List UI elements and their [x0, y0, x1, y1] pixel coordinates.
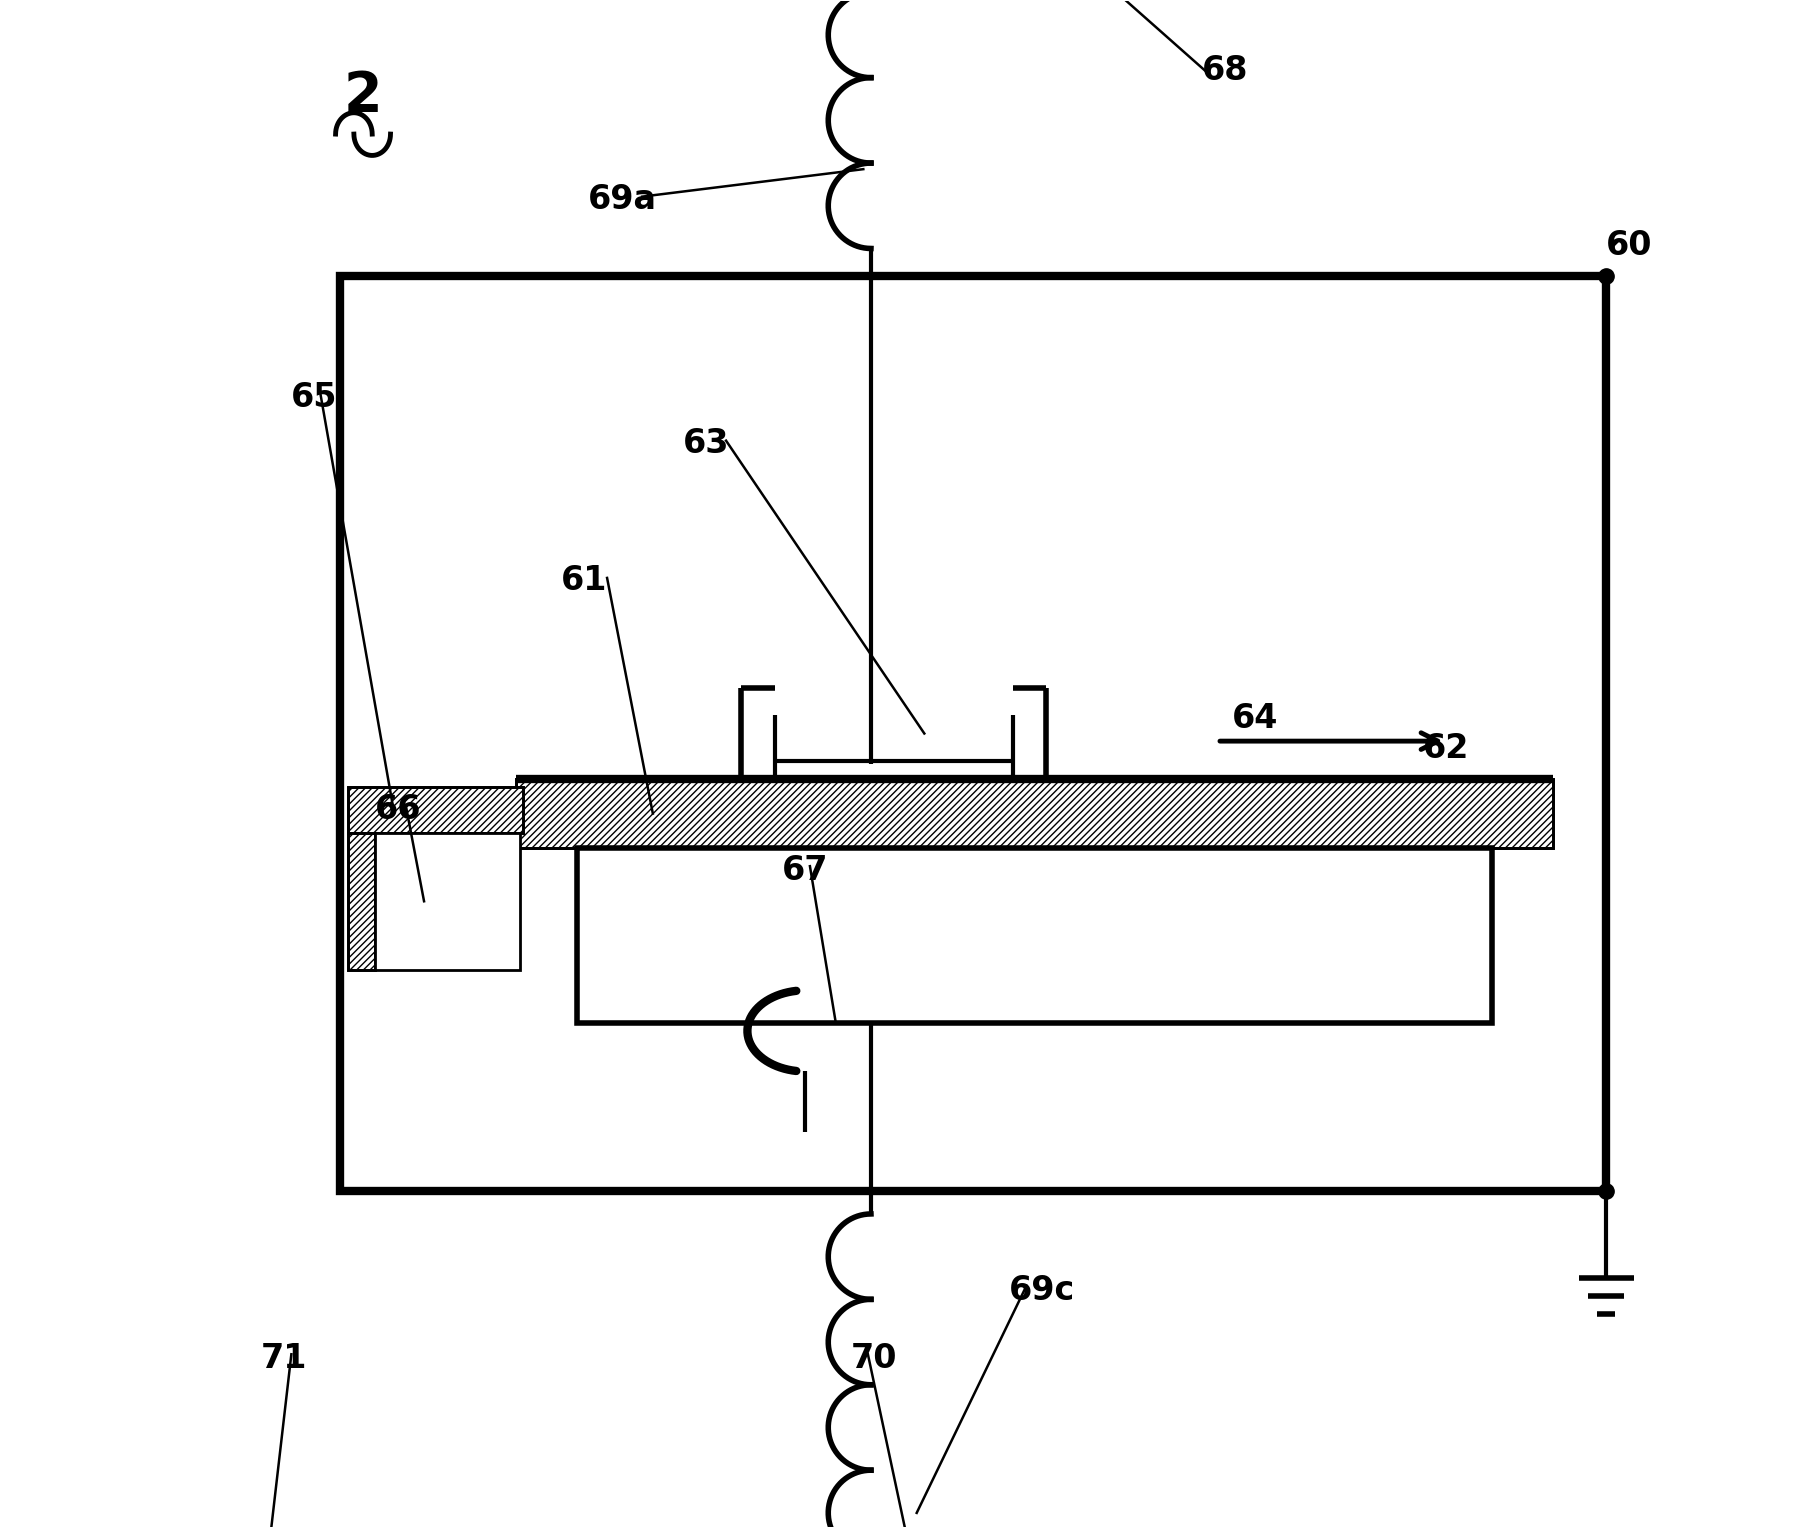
Bar: [347, 787, 523, 833]
Text: 66: 66: [374, 793, 421, 827]
Text: 68: 68: [1201, 53, 1248, 87]
Text: 63: 63: [684, 428, 729, 460]
Text: 69c: 69c: [1009, 1274, 1075, 1306]
Text: 64: 64: [1232, 701, 1279, 735]
Text: 70: 70: [850, 1342, 897, 1375]
Text: 62: 62: [1422, 732, 1469, 766]
Bar: [340, 277, 1606, 1190]
Bar: [347, 833, 374, 970]
Text: 2: 2: [344, 69, 382, 122]
Bar: [347, 787, 523, 833]
Text: 65: 65: [291, 382, 338, 414]
Bar: [776, 715, 1011, 759]
Text: 61: 61: [561, 564, 608, 597]
Text: 71: 71: [260, 1342, 308, 1375]
Text: 60: 60: [1606, 229, 1652, 261]
Bar: [374, 833, 521, 970]
Bar: [347, 833, 374, 970]
Bar: [577, 848, 1492, 1024]
Bar: [516, 779, 1552, 848]
Text: 67: 67: [781, 854, 829, 888]
Text: 69a: 69a: [588, 183, 657, 215]
Bar: [516, 779, 1552, 848]
